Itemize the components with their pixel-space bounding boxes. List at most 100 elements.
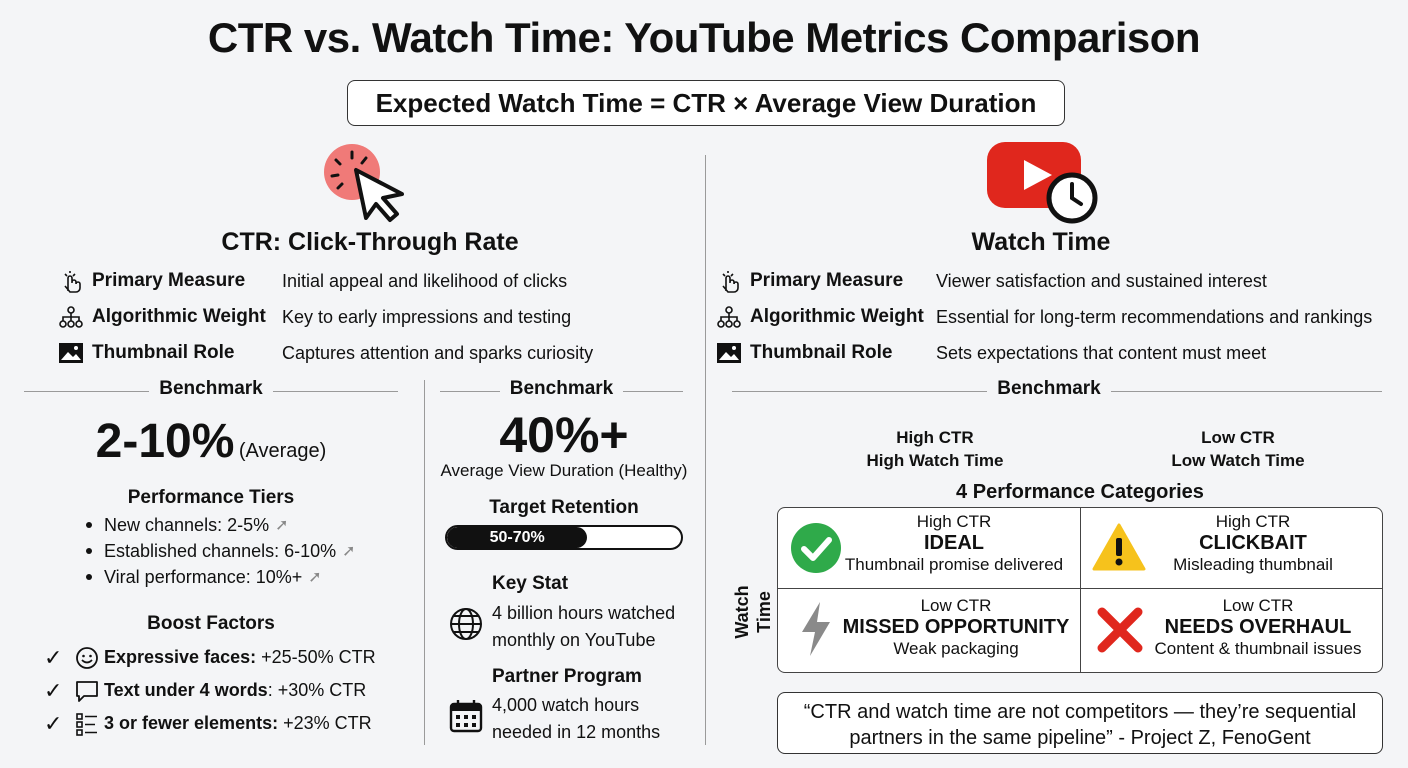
- image-icon: [58, 340, 84, 366]
- page-title: CTR vs. Watch Time: YouTube Metrics Comp…: [207, 14, 1201, 61]
- cursor-click-icon: [322, 140, 412, 225]
- boost-bold: 3 or fewer elements:: [104, 713, 279, 733]
- boost-bold: Text under 4 words: [104, 680, 268, 700]
- x-mark-icon: [1096, 606, 1144, 659]
- col-header-line: High CTR: [896, 428, 974, 447]
- cell-desc: Content & thumbnail issues: [1154, 639, 1362, 658]
- wt-col2-header: Low CTR Low Watch Time: [1138, 426, 1338, 472]
- wt-rows: Primary Measure Viewer satisfaction and …: [716, 266, 1406, 368]
- row-value: Viewer satisfaction and sustained intere…: [936, 270, 1267, 291]
- partner-line: needed in 12 months: [492, 722, 661, 742]
- image-icon: [716, 340, 742, 366]
- list-item: Established channels: 6-10% ➚: [86, 538, 406, 564]
- cell-top: Low CTR: [920, 596, 992, 615]
- mid-benchmark-label: Benchmark: [499, 378, 624, 399]
- list-item: Viral performance: 10%+ ➚: [86, 564, 406, 590]
- cell-name: NEEDS OVERHAUL: [1164, 616, 1352, 638]
- row-value: Essential for long-term recommendations …: [936, 306, 1373, 327]
- youtube-clock-icon: [984, 140, 1099, 224]
- list-icon: [70, 712, 104, 736]
- cell-ideal: High CTR IDEAL Thumbnail promise deliver…: [838, 512, 1070, 575]
- retention-bar: 50-70%: [445, 525, 683, 550]
- row-label: Primary Measure: [750, 270, 904, 291]
- cell-clickbait: High CTR CLICKBAIT Misleading thumbnail: [1133, 512, 1373, 575]
- checkmark-icon: ✓: [44, 644, 63, 670]
- ctr-benchmark-value-wrap: 2-10% (Average): [24, 414, 398, 469]
- cell-name: IDEAL: [924, 532, 984, 554]
- lightning-icon: [798, 600, 834, 663]
- cell-name: CLICKBAIT: [1199, 532, 1307, 554]
- wt-col1-header: High CTR High Watch Time: [835, 426, 1035, 472]
- formula-box: Expected Watch Time = CTR × Average View…: [347, 80, 1065, 126]
- cell-top: High CTR: [916, 512, 992, 531]
- list-item: ✓ Text under 4 words: +30% CTR: [44, 674, 414, 707]
- cell-top: Low CTR: [1222, 596, 1294, 615]
- ctr-benchmark-note: (Average): [238, 440, 327, 462]
- trend-arrow-icon: ➚: [342, 543, 356, 560]
- categories-grid: High CTR IDEAL Thumbnail promise deliver…: [777, 507, 1383, 673]
- cell-desc: Weak packaging: [893, 639, 1019, 658]
- mid-benchmark-label-wrap: Benchmark: [440, 378, 683, 400]
- col-header-line: Low Watch Time: [1171, 451, 1305, 470]
- col-header-line: Low CTR: [1201, 428, 1275, 447]
- quote-line: “CTR and watch time are not competitors …: [803, 701, 1357, 723]
- row-label: Primary Measure: [92, 270, 246, 291]
- left-divider: [424, 380, 425, 745]
- list-item: ✓ 3 or fewer elements: +23% CTR: [44, 707, 414, 740]
- retention-text: 50-70%: [489, 528, 545, 546]
- partner-line: 4,000 watch hours: [492, 695, 640, 715]
- list-item: New channels: 2-5% ➚: [86, 512, 406, 538]
- retention-title: Target Retention: [489, 497, 639, 518]
- tap-hand-icon: [716, 268, 742, 294]
- quote-line: partners in the same pipeline” - Project…: [849, 727, 1311, 749]
- main-divider: [705, 155, 706, 745]
- categories-title: 4 Performance Categories: [956, 481, 1204, 503]
- tier-text: New channels: 2-5%: [104, 514, 270, 535]
- ctr-benchmark-label: Benchmark: [149, 378, 273, 399]
- axis-label: Watch Time: [731, 567, 775, 657]
- quote-box: “CTR and watch time are not competitors …: [777, 692, 1383, 754]
- wt-row-primary: Primary Measure Viewer satisfaction and …: [716, 266, 1406, 296]
- speech-bubble-icon: [70, 679, 104, 703]
- col-header-line: High Watch Time: [866, 451, 1004, 470]
- calendar-icon: [448, 698, 484, 739]
- cell-desc: Thumbnail promise delivered: [844, 555, 1064, 574]
- ctr-benchmark-value: 2-10%: [95, 415, 235, 468]
- row-label: Algorithmic Weight: [750, 306, 924, 327]
- mid-benchmark-note: Average View Duration (Healthy): [440, 461, 688, 480]
- check-circle-icon: [790, 522, 842, 579]
- checkmark-icon: ✓: [44, 710, 63, 736]
- wt-row-algorithmic: Algorithmic Weight Essential for long-te…: [716, 302, 1406, 332]
- boost-rest: +23% CTR: [278, 713, 372, 733]
- axis-label-line: Time: [754, 591, 774, 633]
- wt-row-thumbnail: Thumbnail Role Sets expectations that co…: [716, 338, 1406, 368]
- boost-title: Boost Factors: [147, 613, 275, 634]
- cell-name: MISSED OPPORTUNITY: [842, 616, 1070, 638]
- ctr-row-thumbnail: Thumbnail Role Captures attention and sp…: [58, 338, 658, 368]
- row-label: Thumbnail Role: [750, 342, 893, 363]
- checkmark-icon: ✓: [44, 677, 63, 703]
- trend-arrow-icon: ➚: [275, 517, 289, 534]
- cell-top: High CTR: [1215, 512, 1291, 531]
- wt-benchmark-label-wrap: Benchmark: [732, 378, 1366, 400]
- ctr-row-algorithmic: Algorithmic Weight Key to early impressi…: [58, 302, 658, 332]
- ctr-rows: Primary Measure Initial appeal and likel…: [58, 266, 658, 368]
- wt-heading: Watch Time: [971, 228, 1111, 256]
- ctr-row-primary: Primary Measure Initial appeal and likel…: [58, 266, 658, 296]
- row-value: Captures attention and sparks curiosity: [282, 342, 594, 363]
- row-label: Algorithmic Weight: [92, 306, 266, 327]
- warning-icon: [1091, 522, 1147, 577]
- partner-title: Partner Program: [492, 666, 642, 687]
- boost-rest: +25-50% CTR: [256, 647, 376, 667]
- tiers-title: Performance Tiers: [127, 487, 295, 508]
- hierarchy-icon: [58, 304, 84, 330]
- boost-bold: Expressive faces:: [104, 647, 257, 667]
- keystat-line: 4 billion hours watched: [492, 603, 676, 623]
- row-label: Thumbnail Role: [92, 342, 235, 363]
- axis-label-line: Watch: [732, 585, 752, 639]
- retention-fill: 50-70%: [447, 527, 588, 548]
- ctr-heading: CTR: Click-Through Rate: [221, 228, 519, 256]
- trend-arrow-icon: ➚: [308, 569, 322, 586]
- cell-needs-overhaul: Low CTR NEEDS OVERHAUL Content & thumbna…: [1138, 596, 1378, 659]
- tier-text: Established channels: 6-10%: [104, 540, 337, 561]
